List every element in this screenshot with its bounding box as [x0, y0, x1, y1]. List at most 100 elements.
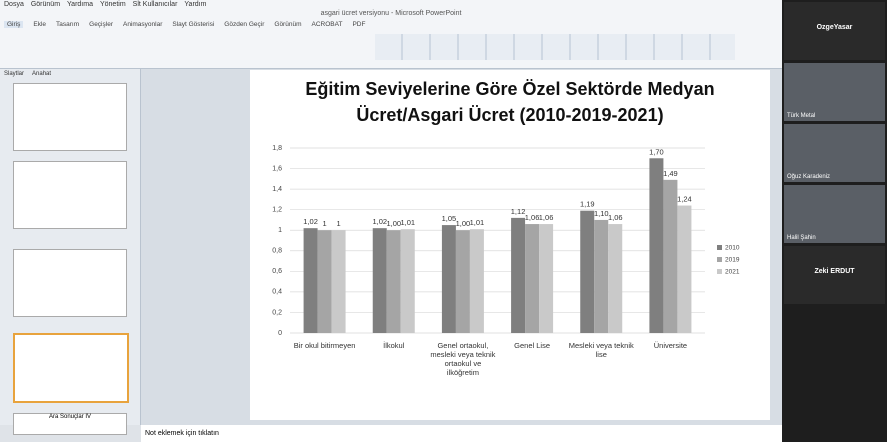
legend-swatch: [717, 245, 722, 250]
notes-placeholder: Not eklemek için tıklatın: [145, 430, 219, 437]
notes-pane: Not eklemek için tıklatın: [141, 425, 782, 442]
y-tick-label: 1,8: [272, 145, 282, 152]
thumbnail: Ara Sonuçlar IV: [13, 413, 127, 435]
participant-name: Türk Metal: [787, 113, 815, 119]
data-label: 1,01: [470, 218, 485, 227]
x-tick-label: Mesleki veya teknik lise: [567, 341, 635, 359]
window-title: asgari ücret versiyonu - Microsoft Power…: [0, 10, 782, 17]
y-tick-label: 1,2: [272, 207, 282, 214]
data-label: 1,12: [511, 207, 526, 216]
participant-name: OzgeYasar: [784, 24, 885, 58]
ribbon-tab[interactable]: Slayt Gösterisi: [172, 21, 214, 28]
data-label: 1,01: [400, 218, 415, 227]
x-tick-label: Genel Lise: [498, 341, 566, 350]
panel-tabs: Slaytlar Anahat: [4, 71, 51, 77]
bar: [649, 158, 663, 333]
data-label: 1,02: [372, 217, 387, 226]
slide: Eğitim Seviyelerine Göre Özel Sektörde M…: [250, 70, 770, 420]
x-tick-label: İlkokul: [360, 341, 428, 350]
menu-item[interactable]: Dosya: [4, 1, 24, 8]
menu-item[interactable]: Yönetim: [100, 1, 126, 8]
legend-swatch: [717, 257, 722, 262]
ribbon-tab[interactable]: Geçişler: [89, 21, 113, 28]
data-label: 1,02: [303, 217, 318, 226]
bar: [401, 229, 415, 333]
y-tick-label: 0,4: [272, 289, 282, 296]
ribbon-tab[interactable]: Giriş: [4, 21, 23, 28]
data-label: 1: [322, 219, 326, 228]
panel-tab[interactable]: Anahat: [32, 71, 51, 77]
participant-tile: Halil Şahin: [784, 185, 885, 243]
data-label: 1,24: [677, 195, 692, 204]
bar: [456, 230, 470, 333]
participant-tile: Türk Metal: [784, 63, 885, 121]
menu-item[interactable]: Görünüm: [31, 1, 60, 8]
data-label: 1,06: [608, 213, 623, 222]
ribbon-tab[interactable]: PDF: [352, 21, 365, 28]
data-label: 1,06: [539, 213, 554, 222]
x-tick-label: Genel ortaokul, mesleki veya teknik orta…: [429, 341, 497, 377]
slide-panel: Slaytlar Anahat Ara Sonuçlar IV: [0, 69, 141, 425]
ribbon-tab[interactable]: ACROBAT: [312, 21, 343, 28]
screen: Dosya Görünüm Yardıma Yönetim Slt Kullanıcıl…: [0, 0, 887, 442]
ribbon-tab[interactable]: Ekle: [33, 21, 46, 28]
participant-name: Oğuz Karadeniz: [787, 174, 830, 180]
participant-name: Zeki ERDUT: [784, 268, 885, 302]
title-box: Eğitim Seviyelerine Göre Özel Sektörde M…: [270, 76, 750, 136]
participant-tile: Oğuz Karadeniz: [784, 124, 885, 182]
participant-tile: Zeki ERDUT: [784, 246, 885, 304]
data-label: 1,10: [594, 209, 609, 218]
bar: [594, 220, 608, 333]
data-label: 1,49: [663, 169, 678, 178]
bar: [318, 230, 332, 333]
participant-name: Halil Şahin: [787, 235, 816, 241]
bar: [470, 229, 484, 333]
thumbnail-title: Ara Sonuçlar IV: [49, 414, 91, 420]
bar: [332, 230, 346, 333]
legend-label: 2010: [725, 245, 740, 252]
bar: [525, 224, 539, 333]
y-tick-label: 0,6: [272, 268, 282, 275]
x-tick-label: Üniversite: [636, 341, 704, 350]
menu-item[interactable]: Yardıma: [67, 1, 93, 8]
thumbnail: [13, 161, 127, 229]
bar: [663, 180, 677, 333]
menu-bar: Dosya Görünüm Yardıma Yönetim Slt Kullanıcıl…: [4, 1, 206, 8]
x-tick-label: Bir okul bitirmeyen: [291, 341, 359, 350]
participant-tile: OzgeYasar: [784, 2, 885, 60]
video-panel: OzgeYasar Türk Metal Oğuz Karadeniz Halil Ş…: [782, 0, 887, 442]
y-tick-label: 1: [278, 227, 282, 234]
bar: [442, 225, 456, 333]
panel-tab[interactable]: Slaytlar: [4, 71, 24, 77]
thumbnail: [13, 83, 127, 151]
ribbon-tab[interactable]: Tasarım: [56, 21, 79, 28]
y-tick-label: 1,6: [272, 165, 282, 172]
y-tick-label: 1,4: [272, 186, 282, 193]
ribbon-tab[interactable]: Gözden Geçir: [224, 21, 264, 28]
y-tick-label: 0,8: [272, 248, 282, 255]
theme-gallery: [375, 34, 735, 60]
legend-label: 2019: [725, 257, 740, 264]
chart-title: Eğitim Seviyelerine Göre Özel Sektörde M…: [270, 76, 750, 128]
data-label: 1,00: [386, 219, 401, 228]
data-label: 1,19: [580, 200, 595, 209]
data-label: 1,00: [456, 219, 471, 228]
bar: [608, 224, 622, 333]
y-tick-label: 0,2: [272, 309, 282, 316]
bar: [387, 230, 401, 333]
ribbon: Dosya Görünüm Yardıma Yönetim Slt Kullanıcıl…: [0, 0, 782, 69]
ribbon-tab[interactable]: Animasyonlar: [123, 21, 162, 28]
thumbnail-active: [13, 333, 129, 403]
bar: [580, 211, 594, 333]
thumbnail: [13, 249, 127, 317]
data-label: 1,70: [649, 147, 664, 156]
legend-label: 2021: [725, 269, 740, 276]
y-tick-label: 0: [278, 330, 282, 337]
bar: [373, 228, 387, 333]
data-label: 1,05: [442, 214, 457, 223]
ribbon-tabs: Giriş Ekle Tasarım Geçişler Animasyonlar Slay…: [4, 21, 365, 28]
menu-item[interactable]: Slt Kullanıcılar: [133, 1, 178, 8]
ribbon-tab[interactable]: Görünüm: [274, 21, 301, 28]
bar: [539, 224, 553, 333]
menu-item[interactable]: Yardım: [184, 1, 206, 8]
